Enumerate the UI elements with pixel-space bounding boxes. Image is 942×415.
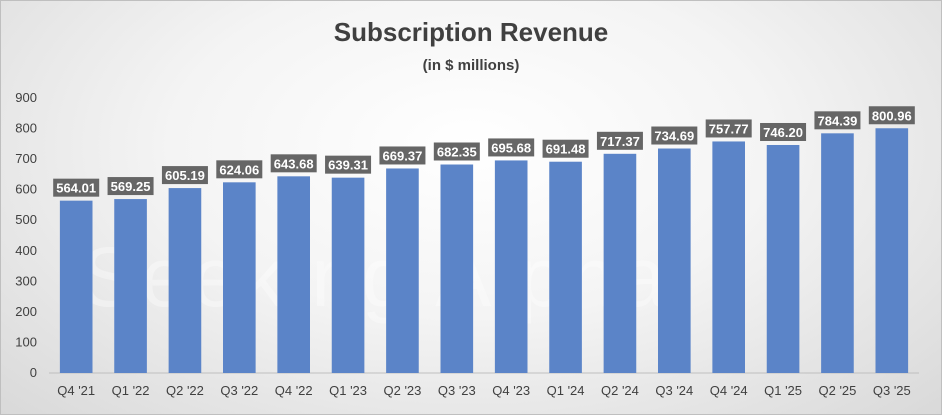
y-tick-label: 300 <box>15 273 37 288</box>
data-label: 624.06 <box>219 162 259 177</box>
bar <box>494 160 528 373</box>
y-tick-label: 400 <box>15 243 37 258</box>
data-label: 691.48 <box>546 142 586 157</box>
chart-subtitle: (in $ millions) <box>422 57 520 74</box>
data-label: 717.37 <box>600 134 640 149</box>
x-tick-label: Q3 '22 <box>220 383 258 398</box>
data-label: 757.77 <box>709 121 749 136</box>
data-label-box <box>379 146 426 165</box>
x-tick-label: Q2 '22 <box>166 383 204 398</box>
bar <box>603 153 637 373</box>
bar <box>875 128 909 373</box>
bar <box>821 133 854 373</box>
data-label-box <box>433 142 480 161</box>
bar <box>440 164 474 373</box>
bar <box>114 199 147 373</box>
x-tick-label: Q4 '24 <box>710 383 748 398</box>
bar <box>59 200 93 373</box>
x-tick-label: Q3 '23 <box>438 383 476 398</box>
data-label-box <box>325 155 372 174</box>
data-label-box <box>760 122 807 141</box>
data-label: 734.69 <box>654 129 694 144</box>
bar <box>549 161 582 373</box>
bar <box>331 177 365 373</box>
x-tick-label: Q1 '23 <box>329 383 367 398</box>
y-tick-label: 100 <box>15 334 37 349</box>
data-label: 746.20 <box>763 125 803 140</box>
bar <box>223 182 256 373</box>
x-tick-label: Q3 '25 <box>873 383 911 398</box>
data-label-box <box>705 119 752 138</box>
y-tick-label: 900 <box>15 90 37 105</box>
x-tick-label: Q4 '21 <box>57 383 95 398</box>
y-tick-label: 200 <box>15 304 37 319</box>
y-tick-label: 700 <box>15 151 37 166</box>
data-label-box <box>596 131 643 150</box>
x-tick-label: Q2 '25 <box>818 383 856 398</box>
x-tick-label: Q2 '24 <box>601 383 639 398</box>
bar <box>277 176 310 373</box>
data-label-box <box>542 139 589 158</box>
data-label-box <box>651 126 698 145</box>
data-label-box <box>53 178 100 197</box>
data-label: 669.37 <box>383 148 423 163</box>
x-tick-label: Q1 '25 <box>764 383 802 398</box>
data-label-box <box>216 160 263 179</box>
data-label-box <box>814 111 861 130</box>
x-tick-label: Q1 '22 <box>112 383 150 398</box>
data-label: 695.68 <box>491 140 531 155</box>
data-label-box <box>868 106 915 125</box>
data-label: 639.31 <box>328 158 368 173</box>
y-tick-label: 500 <box>15 212 37 227</box>
data-label: 800.96 <box>872 108 912 123</box>
data-label-box <box>270 154 317 173</box>
data-label: 682.35 <box>437 145 477 160</box>
data-label: 569.25 <box>111 179 151 194</box>
y-tick-label: 600 <box>15 182 37 197</box>
x-tick-label: Q2 '23 <box>383 383 421 398</box>
bar <box>168 188 202 373</box>
data-label-box <box>107 177 154 196</box>
chart-title: Subscription Revenue <box>333 17 609 47</box>
bar <box>712 141 745 373</box>
y-tick-label: 0 <box>30 365 37 380</box>
bar <box>658 148 691 373</box>
x-tick-label: Q4 '22 <box>275 383 313 398</box>
y-tick-label: 800 <box>15 121 37 136</box>
bar <box>766 144 800 373</box>
data-label: 784.39 <box>818 113 858 128</box>
x-tick-label: Q4 '23 <box>492 383 530 398</box>
bar <box>386 168 419 373</box>
x-tick-label: Q3 '24 <box>655 383 693 398</box>
data-label: 643.68 <box>274 156 314 171</box>
data-label: 605.19 <box>165 168 205 183</box>
x-tick-label: Q1 '24 <box>547 383 585 398</box>
data-label: 564.01 <box>56 181 96 196</box>
data-label-box <box>161 166 208 185</box>
data-label-box <box>488 138 535 157</box>
